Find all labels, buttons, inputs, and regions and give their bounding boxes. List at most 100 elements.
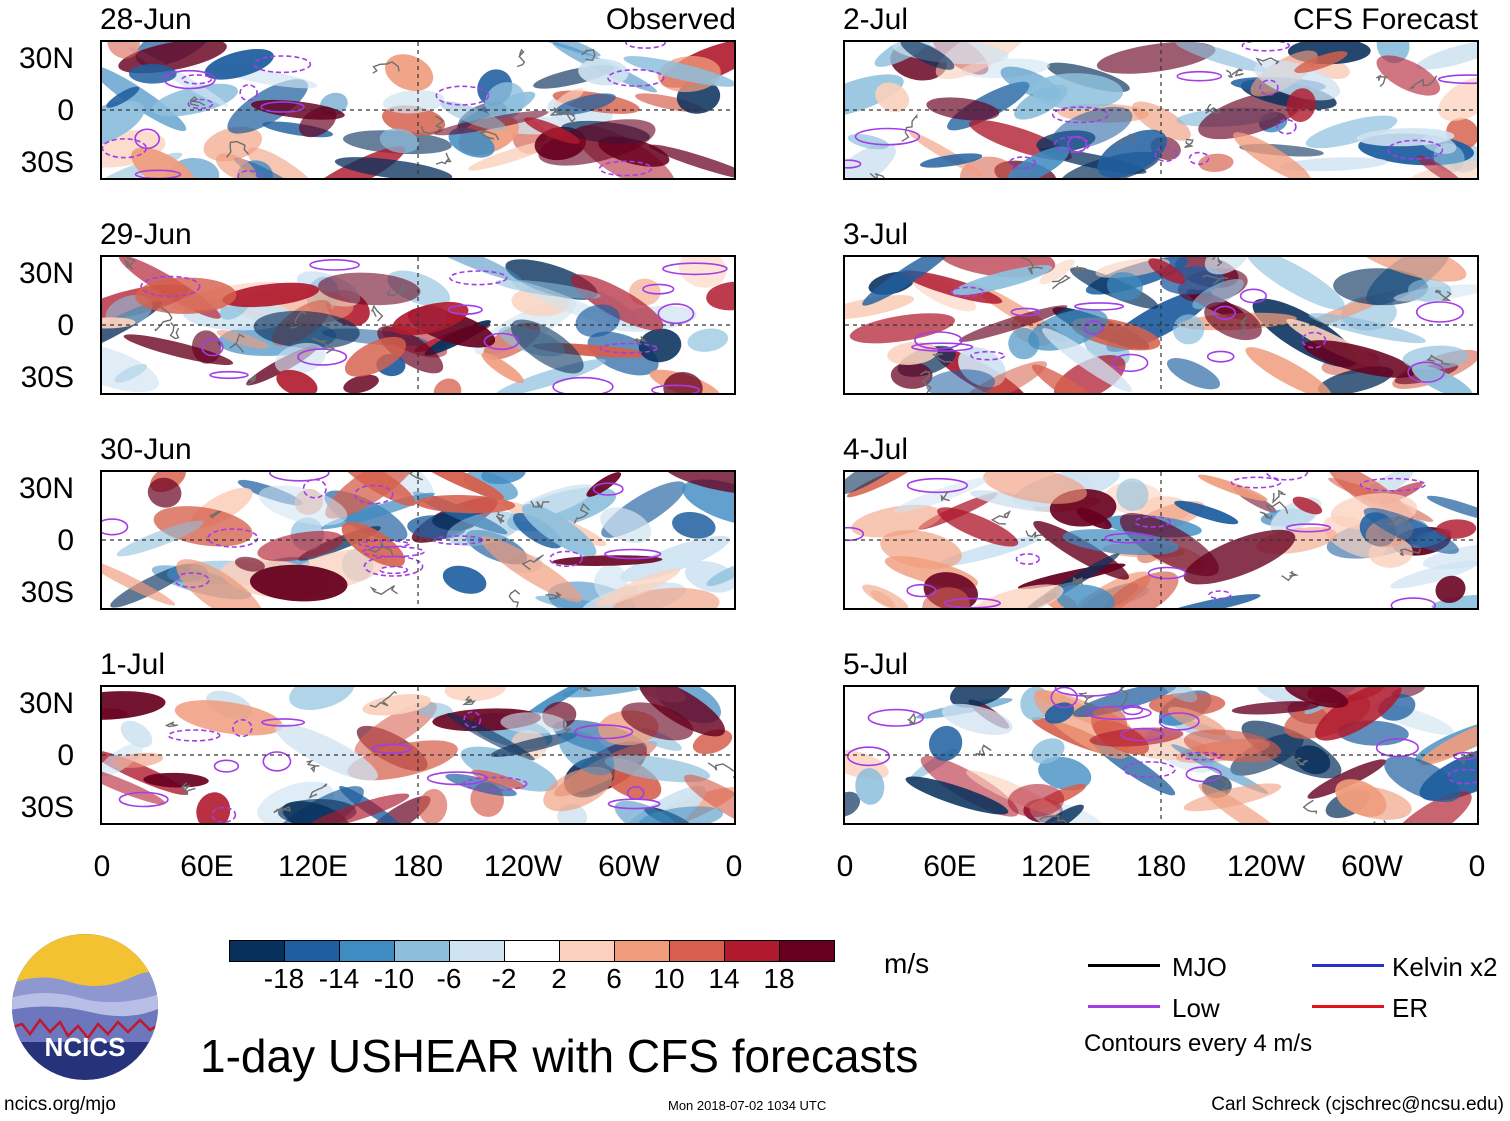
anomaly-blob (274, 342, 326, 375)
low-contour (1050, 687, 1078, 709)
anomaly-blob (1308, 313, 1426, 344)
anomaly-blob (926, 369, 995, 393)
date-label-obs-0: 28-Jun (100, 3, 192, 36)
coastline (1113, 133, 1137, 146)
anomaly-blob (460, 746, 558, 792)
anomaly-blob (442, 565, 487, 594)
anomaly-blob (1231, 701, 1320, 715)
anomaly-blob (684, 774, 734, 823)
low-contour (914, 331, 963, 350)
coastline (229, 333, 245, 353)
anomaly-blob (1384, 755, 1461, 803)
anomaly-blob (481, 352, 524, 384)
anomaly-blob (941, 703, 1013, 735)
anomaly-blob (1197, 474, 1268, 502)
ncics-logo: NCICS (12, 934, 158, 1080)
coastline (530, 500, 550, 510)
lon-label-left-0: 0 (93, 850, 111, 883)
anomaly-blob (1426, 495, 1477, 522)
units-label: m/s (884, 948, 930, 979)
colorbar-tick: -6 (436, 963, 462, 994)
lon-label-left-2: 120E (277, 850, 349, 883)
coastline (516, 48, 526, 68)
low-contour (211, 806, 237, 823)
coastline (1021, 257, 1044, 275)
coastline (189, 96, 206, 107)
anomaly-blob (543, 766, 613, 812)
coastline (707, 762, 734, 779)
low-contour (867, 708, 924, 727)
anomaly-blob (1254, 60, 1341, 101)
map-panel-fcst-3 (843, 685, 1479, 825)
anomaly-blob (1280, 157, 1388, 172)
anomaly-blob (1166, 358, 1221, 390)
low-contour (426, 771, 488, 786)
anomaly-blob (620, 535, 730, 582)
low-contour (1359, 477, 1426, 492)
coastline (435, 152, 452, 165)
legend-line-low (1088, 1005, 1160, 1008)
anomaly-blob (379, 128, 419, 154)
anomaly-blob (1183, 783, 1282, 812)
anomaly-blob (586, 472, 622, 497)
low-contour (1387, 139, 1444, 160)
anomaly-blob (135, 277, 237, 314)
map-panel-fcst-1 (843, 255, 1479, 395)
coastline (1184, 138, 1194, 148)
coastline (1375, 74, 1390, 88)
anomaly-blob (113, 752, 164, 768)
low-contour (1188, 151, 1210, 165)
coastline (1077, 692, 1096, 706)
legend-label-mjo: MJO (1172, 952, 1227, 982)
low-contour (1208, 590, 1232, 600)
lon-label-left-1: 60E (180, 850, 234, 883)
anomaly-blob (480, 536, 582, 603)
anomaly-blob (922, 587, 970, 608)
anomaly-blob (845, 143, 896, 178)
legend-label-kelvin: Kelvin x2 (1392, 952, 1498, 982)
date-label-obs-2: 30-Jun (100, 433, 192, 466)
anomaly-blob (1420, 720, 1477, 766)
date-label-obs-3: 1-Jul (100, 648, 166, 681)
lon-label-right-2: 120E (1020, 850, 1092, 883)
anomaly-blob (382, 89, 445, 114)
map-panel-fcst-2 (843, 470, 1479, 610)
anomaly-blob (851, 504, 942, 538)
anomaly-blob (249, 564, 348, 602)
anomaly-blob (343, 374, 379, 393)
coastline (367, 542, 394, 556)
colorbar-segment (614, 940, 670, 962)
anomaly-field (845, 687, 1477, 823)
lat-label-0-3: 0 (57, 739, 74, 772)
anomaly-blob (1006, 146, 1070, 178)
anomaly-blob (445, 773, 517, 797)
low-contour (1158, 712, 1200, 731)
anomaly-blob (1286, 88, 1316, 122)
low-contour (1010, 307, 1041, 317)
map-panel-fcst-0 (843, 40, 1479, 180)
coastline (1435, 289, 1452, 302)
low-contour (642, 283, 675, 295)
lon-label-left-3: 180 (392, 850, 444, 883)
anomaly-blob (1175, 42, 1267, 72)
anomaly-blob (968, 584, 1064, 608)
lat-label-30s-1: 30S (20, 361, 74, 394)
colorbar-segment (724, 940, 780, 962)
low-contour (1390, 597, 1437, 608)
coastline (308, 783, 328, 799)
low-contour (1067, 135, 1088, 154)
low-contour (134, 128, 161, 150)
anomaly-blob (554, 93, 616, 116)
coastline (306, 759, 320, 773)
coastline (1281, 570, 1300, 582)
anomaly-blob (638, 806, 724, 823)
low-contour (592, 482, 624, 496)
coastline (1205, 103, 1220, 114)
coastline (580, 687, 592, 692)
lon-label-right-1: 60E (923, 850, 977, 883)
anomaly-blob (413, 472, 504, 500)
anomaly-blob (234, 556, 265, 572)
coastline (386, 283, 408, 297)
anomaly-blob (147, 477, 182, 508)
coastline (508, 589, 521, 608)
